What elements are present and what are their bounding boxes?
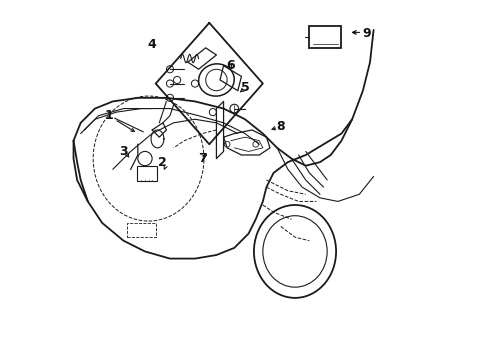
Text: 8: 8 (276, 120, 285, 133)
Text: 4: 4 (148, 38, 156, 51)
Text: 6: 6 (226, 59, 235, 72)
Text: 9: 9 (362, 27, 371, 40)
Text: 3: 3 (119, 145, 128, 158)
Bar (309, 26, 342, 48)
Text: 7: 7 (198, 152, 206, 165)
Text: 1: 1 (105, 109, 114, 122)
Text: 5: 5 (241, 81, 249, 94)
Bar (127, 223, 156, 237)
Text: 2: 2 (158, 156, 167, 168)
